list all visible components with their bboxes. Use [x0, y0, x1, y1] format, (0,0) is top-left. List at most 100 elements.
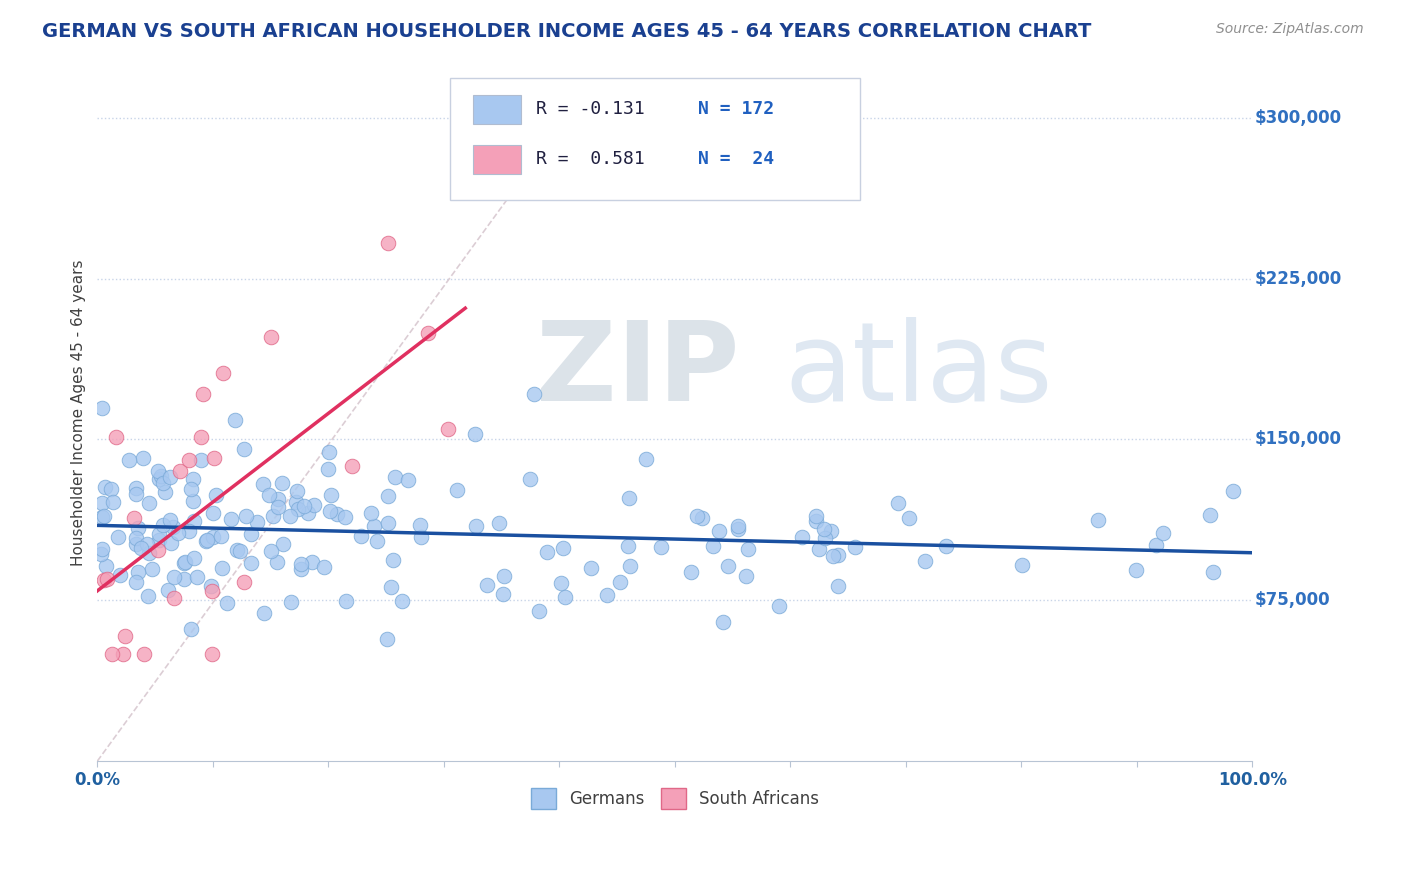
Point	[554, 590, 576, 604]
Point	[464, 426, 486, 441]
Point	[96, 572, 118, 586]
Point	[257, 488, 280, 502]
Point	[111, 647, 134, 661]
Point	[595, 589, 617, 603]
Point	[179, 452, 201, 467]
Point	[335, 594, 357, 608]
Point	[125, 537, 148, 551]
Point	[167, 526, 190, 541]
Point	[148, 533, 170, 547]
Point	[292, 500, 315, 514]
Point	[301, 555, 323, 569]
Point	[150, 468, 173, 483]
Point	[711, 615, 734, 629]
Point	[492, 568, 515, 582]
Point	[152, 517, 174, 532]
FancyBboxPatch shape	[472, 145, 522, 174]
Text: ZIP: ZIP	[536, 318, 740, 425]
Point	[183, 550, 205, 565]
Point	[804, 509, 827, 524]
Point	[768, 599, 790, 613]
Point	[550, 576, 572, 591]
Point	[727, 519, 749, 533]
Point	[1087, 513, 1109, 527]
Point	[527, 604, 550, 618]
Point	[174, 555, 197, 569]
Point	[790, 530, 813, 544]
Point	[125, 531, 148, 545]
Point	[148, 472, 170, 486]
Point	[808, 542, 831, 557]
Point	[1198, 508, 1220, 522]
Point	[823, 549, 845, 563]
Point	[138, 589, 160, 603]
Point	[820, 524, 842, 539]
Point	[827, 548, 849, 562]
Text: $225,000: $225,000	[1254, 269, 1341, 287]
Point	[685, 508, 707, 523]
Point	[159, 470, 181, 484]
Point	[681, 565, 703, 579]
Point	[340, 458, 363, 473]
Point	[304, 499, 326, 513]
Text: R = -0.131: R = -0.131	[536, 100, 645, 118]
Text: $75,000: $75,000	[1254, 591, 1330, 609]
Point	[202, 450, 225, 465]
Point	[446, 483, 468, 498]
Text: R =  0.581: R = 0.581	[536, 150, 645, 168]
Point	[201, 584, 224, 599]
Point	[380, 580, 402, 594]
Point	[108, 567, 131, 582]
Point	[316, 462, 339, 476]
Point	[391, 594, 413, 608]
Point	[232, 574, 254, 589]
Text: $150,000: $150,000	[1254, 430, 1341, 449]
Point	[201, 530, 224, 544]
Point	[193, 386, 215, 401]
Point	[321, 488, 343, 502]
Text: $300,000: $300,000	[1254, 109, 1341, 127]
Point	[377, 489, 399, 503]
Point	[180, 482, 202, 496]
Point	[702, 539, 724, 553]
Point	[737, 541, 759, 556]
Legend: Germans, South Africans: Germans, South Africans	[524, 781, 825, 815]
Point	[211, 561, 233, 575]
Point	[229, 544, 252, 558]
Point	[146, 543, 169, 558]
FancyBboxPatch shape	[450, 78, 859, 200]
Point	[107, 530, 129, 544]
Point	[90, 509, 112, 524]
Point	[536, 544, 558, 558]
Point	[181, 494, 204, 508]
FancyBboxPatch shape	[472, 95, 522, 124]
Point	[91, 401, 114, 416]
Point	[163, 570, 186, 584]
Point	[224, 413, 246, 427]
Point	[239, 556, 262, 570]
Y-axis label: Householder Income Ages 45 - 64 years: Householder Income Ages 45 - 64 years	[72, 260, 86, 566]
Point	[260, 330, 283, 344]
Point	[707, 524, 730, 539]
Point	[409, 530, 432, 544]
Point	[650, 540, 672, 554]
Point	[290, 562, 312, 576]
Point	[91, 542, 114, 557]
Point	[280, 595, 302, 609]
Point	[138, 546, 160, 560]
Point	[381, 553, 404, 567]
Point	[124, 482, 146, 496]
Point	[464, 518, 486, 533]
Point	[127, 520, 149, 534]
Point	[804, 514, 827, 528]
Point	[94, 559, 117, 574]
Point	[1222, 484, 1244, 499]
Point	[636, 451, 658, 466]
Point	[319, 504, 342, 518]
Point	[217, 596, 239, 610]
Point	[326, 507, 349, 521]
Point	[190, 452, 212, 467]
Point	[727, 522, 749, 536]
Point	[1201, 566, 1223, 580]
Point	[93, 480, 115, 494]
